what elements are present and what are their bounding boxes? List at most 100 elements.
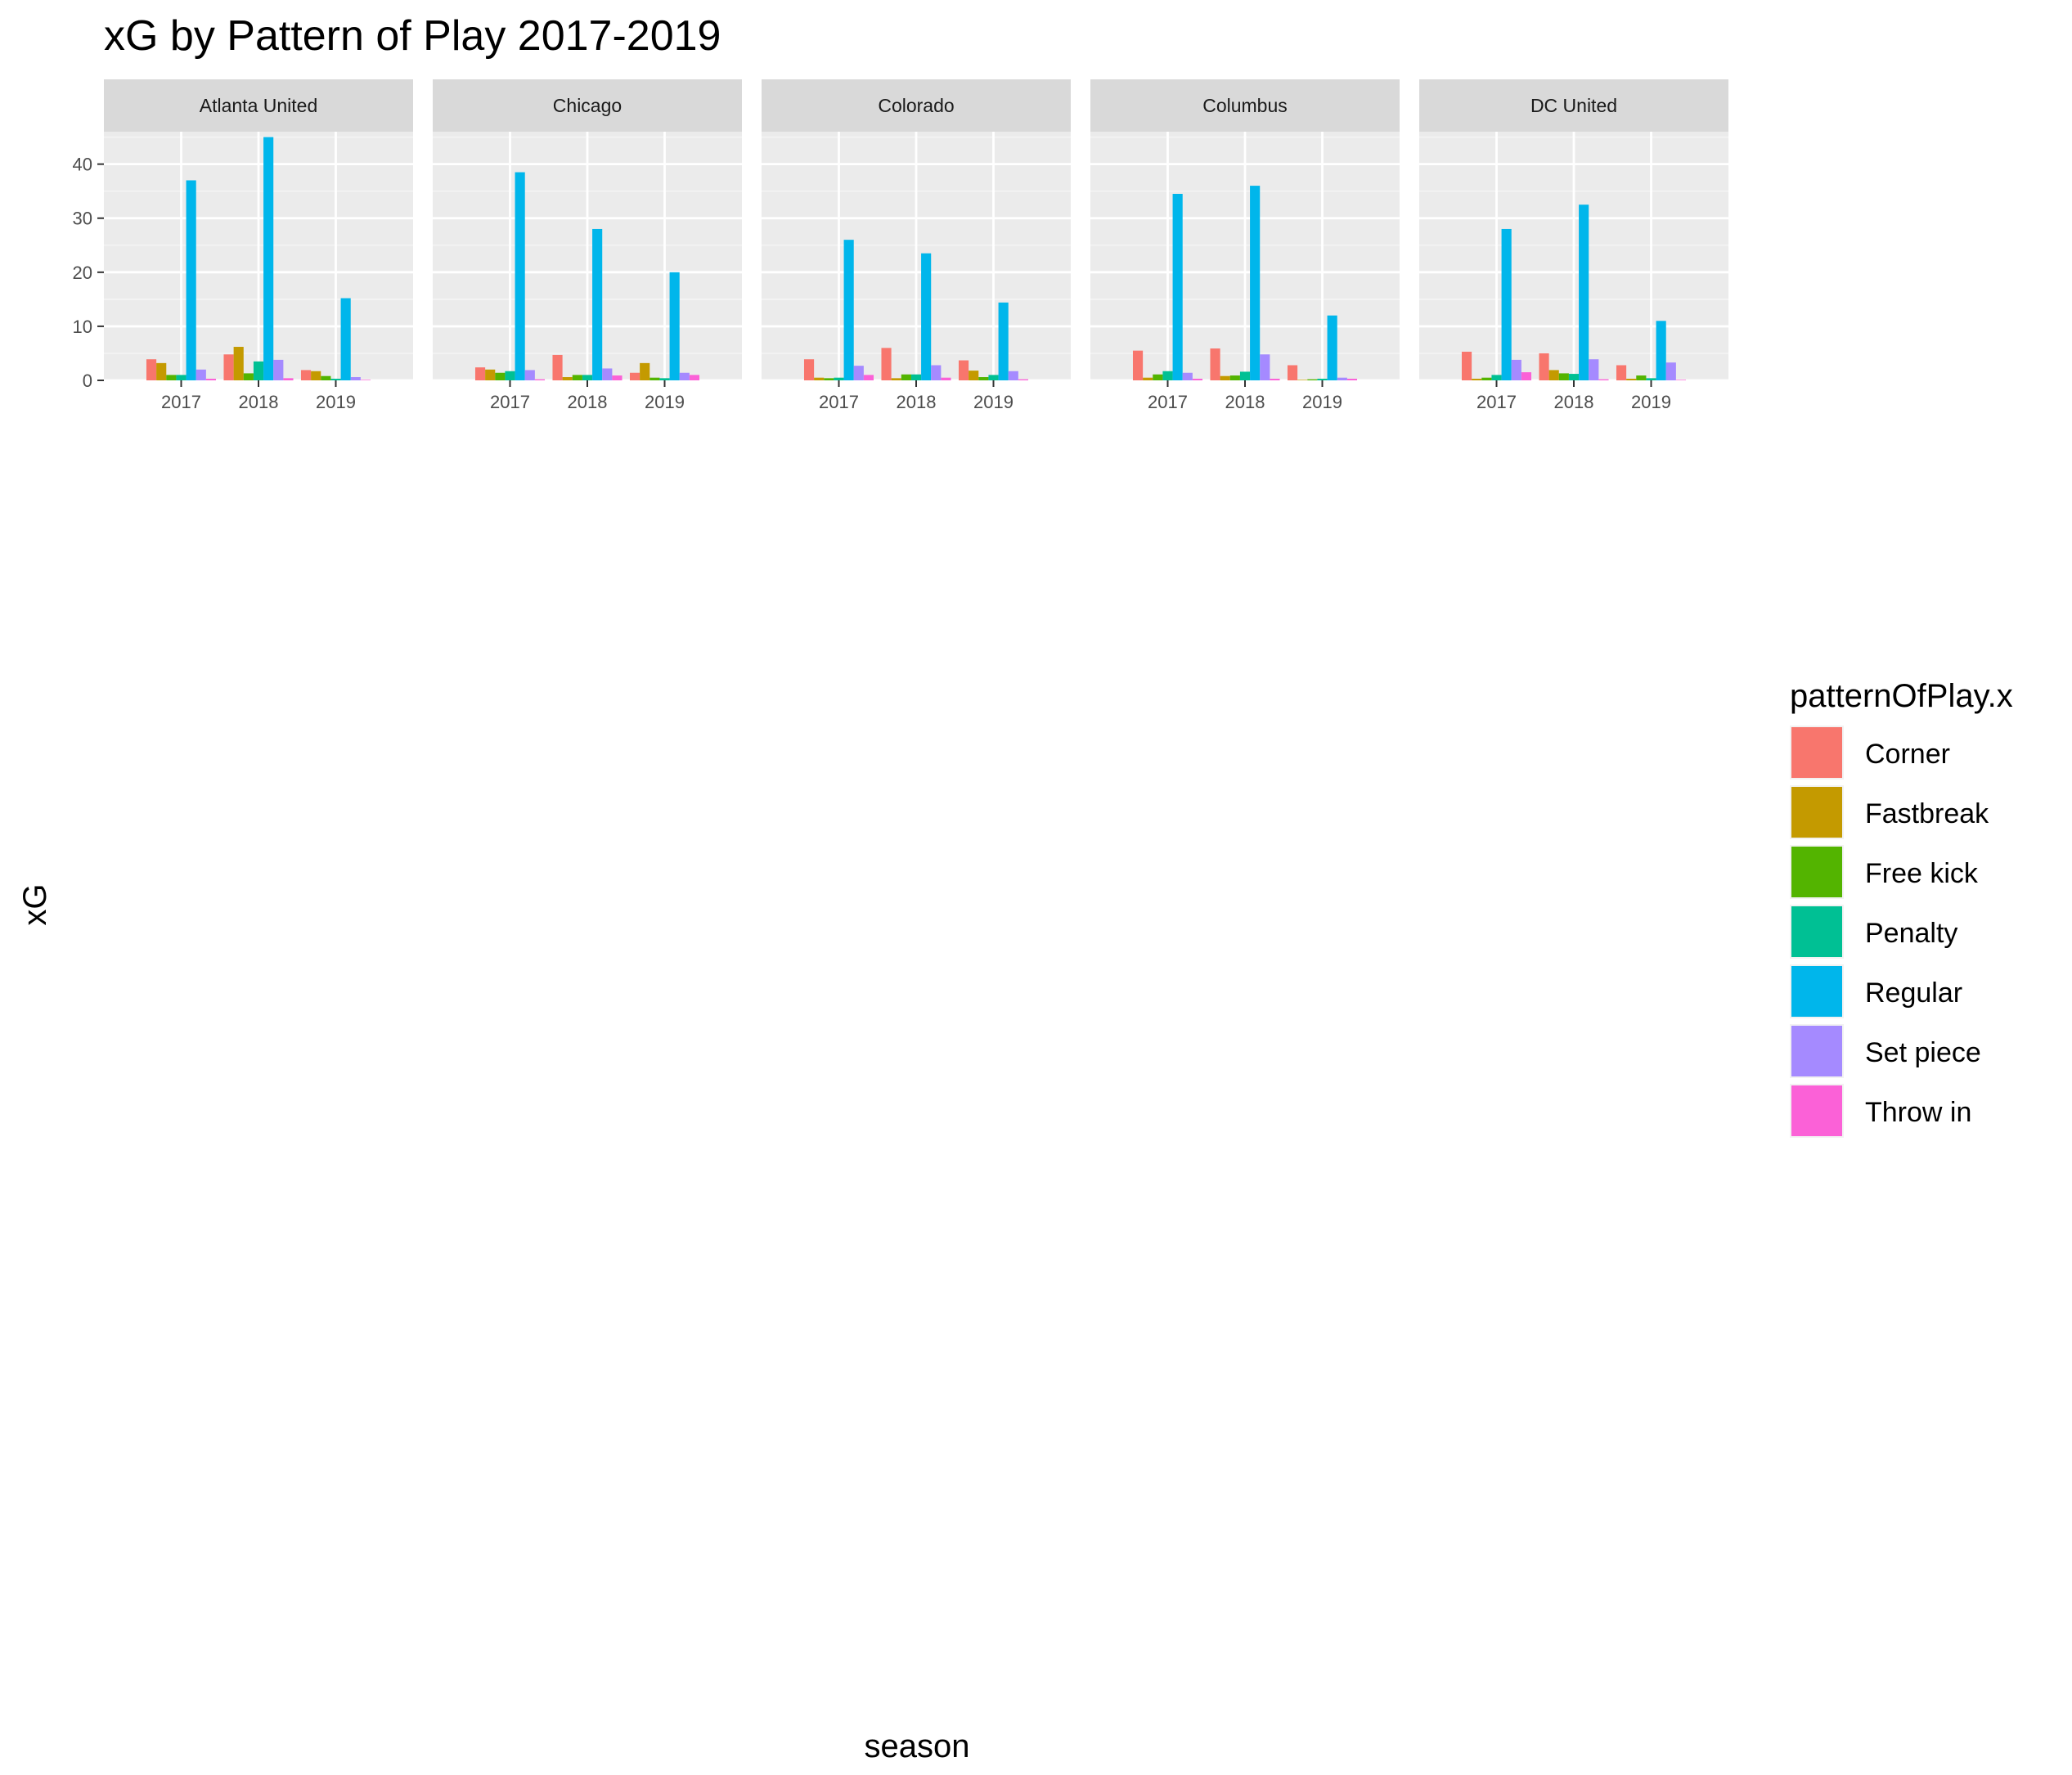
legend-swatch-set-piece (1791, 1026, 1842, 1076)
x-tick-label: 2018 (1225, 392, 1265, 412)
bar-set-piece-2018 (1589, 359, 1599, 380)
bar-penalty-2018 (1568, 374, 1580, 380)
y-tick-label: 30 (73, 209, 92, 229)
bar-free-kick-2019 (1636, 375, 1647, 380)
bar-penalty-2018 (910, 374, 922, 380)
bar-regular-2019 (669, 272, 680, 380)
bar-set-piece-2018 (1260, 354, 1270, 380)
bar-regular-2017 (843, 240, 854, 380)
bar-fastbreak-2018 (233, 347, 244, 380)
x-tick-label: 2018 (897, 392, 937, 412)
x-tick-label: 2019 (973, 392, 1014, 412)
legend: patternOfPlay.x Corner Fastbreak Free kick… (1790, 678, 2013, 1138)
legend-swatch-free-kick (1791, 847, 1842, 897)
bar-corner-2019 (1287, 365, 1298, 380)
facet-strip (762, 79, 1071, 132)
bar-free-kick-2019 (649, 377, 660, 380)
y-tick-label: 40 (73, 155, 92, 175)
bar-corner-2018 (223, 354, 234, 380)
bar-regular-2017 (1172, 194, 1183, 380)
bar-set-piece-2019 (350, 377, 361, 380)
legend-swatch-regular (1791, 966, 1842, 1017)
bar-free-kick-2018 (572, 375, 582, 380)
legend-title: patternOfPlay.x (1790, 678, 2013, 714)
bar-set-piece-2019 (1665, 362, 1676, 380)
bar-regular-2019 (340, 298, 351, 380)
bar-corner-2018 (881, 348, 892, 380)
bar-free-kick-2017 (1153, 374, 1163, 380)
facet-dc-united: DC United 2017 2018 2019 (1419, 79, 1728, 412)
x-tick-label: 2019 (1302, 392, 1342, 412)
legend-swatch-corner (1791, 727, 1842, 778)
bar-free-kick-2019 (321, 375, 331, 380)
legend-label-set-piece: Set piece (1865, 1037, 1981, 1068)
bar-corner-2017 (1461, 351, 1472, 380)
facet-colorado: Colorado 2017 2018 2019 (762, 79, 1071, 412)
x-axis-title: season (865, 1728, 970, 1764)
legend-label-fastbreak: Fastbreak (1865, 798, 1989, 829)
bar-fastbreak-2018 (562, 377, 573, 380)
bar-throw-in-2018 (283, 378, 294, 380)
bar-fastbreak-2019 (1626, 379, 1637, 380)
legend-swatch-fastbreak (1791, 787, 1842, 838)
bar-corner-2017 (474, 367, 486, 380)
bar-set-piece-2019 (1008, 371, 1018, 380)
legend-label-penalty: Penalty (1865, 918, 1957, 949)
bar-set-piece-2019 (679, 372, 690, 380)
bar-throw-in-2017 (863, 375, 874, 380)
bar-fastbreak-2017 (814, 377, 825, 380)
bar-throw-in-2017 (1521, 372, 1532, 380)
bar-penalty-2018 (1239, 371, 1251, 380)
bar-set-piece-2017 (524, 370, 535, 380)
bar-throw-in-2019 (1346, 379, 1358, 380)
facet-strip (104, 79, 413, 132)
legend-label-corner: Corner (1865, 739, 1950, 770)
bar-fastbreak-2017 (485, 369, 496, 380)
bar-corner-2017 (803, 359, 815, 380)
bar-free-kick-2019 (978, 377, 989, 380)
bar-corner-2017 (146, 359, 157, 380)
bar-regular-2018 (1250, 186, 1261, 380)
bar-penalty-2019 (330, 379, 341, 380)
bar-set-piece-2017 (1511, 359, 1521, 380)
y-axis-title: xG (17, 883, 53, 925)
facet-strip (1090, 79, 1400, 132)
bar-penalty-2017 (1162, 371, 1173, 380)
bar-regular-2017 (186, 180, 196, 380)
bar-free-kick-2018 (1229, 375, 1240, 380)
bar-penalty-2018 (582, 375, 593, 380)
bar-regular-2019 (1327, 315, 1337, 380)
bar-regular-2018 (1579, 204, 1589, 380)
bar-throw-in-2018 (1270, 379, 1280, 380)
bar-regular-2019 (1656, 321, 1666, 380)
bar-set-piece-2018 (273, 359, 284, 380)
bar-fastbreak-2018 (1220, 375, 1230, 380)
bar-corner-2019 (300, 370, 312, 380)
bar-free-kick-2017 (166, 375, 177, 380)
bar-fastbreak-2017 (1143, 377, 1153, 380)
y-tick-label: 0 (83, 371, 92, 391)
x-tick-label: 2017 (1476, 392, 1517, 412)
x-tick-label: 2018 (1554, 392, 1594, 412)
bar-fastbreak-2017 (156, 362, 167, 380)
x-tick-label: 2019 (645, 392, 685, 412)
x-tick-label: 2018 (239, 392, 279, 412)
bar-penalty-2018 (253, 361, 264, 380)
legend-label-regular: Regular (1865, 977, 1962, 1009)
chart-title: xG by Pattern of Play 2017-2019 (104, 12, 721, 60)
bar-throw-in-2018 (612, 375, 622, 380)
bar-fastbreak-2019 (640, 362, 650, 380)
bar-fastbreak-2018 (1548, 370, 1559, 380)
x-tick-label: 2017 (1148, 392, 1188, 412)
bar-corner-2018 (1210, 348, 1220, 380)
legend-label-free-kick: Free kick (1865, 858, 1979, 889)
x-tick-label: 2017 (161, 392, 201, 412)
bar-regular-2017 (515, 172, 525, 380)
bar-regular-2018 (921, 253, 932, 380)
bar-throw-in-2018 (941, 377, 951, 380)
bar-free-kick-2018 (901, 374, 911, 380)
bar-penalty-2017 (1491, 375, 1502, 380)
bar-throw-in-2019 (689, 375, 700, 380)
x-tick-label: 2019 (316, 392, 356, 412)
